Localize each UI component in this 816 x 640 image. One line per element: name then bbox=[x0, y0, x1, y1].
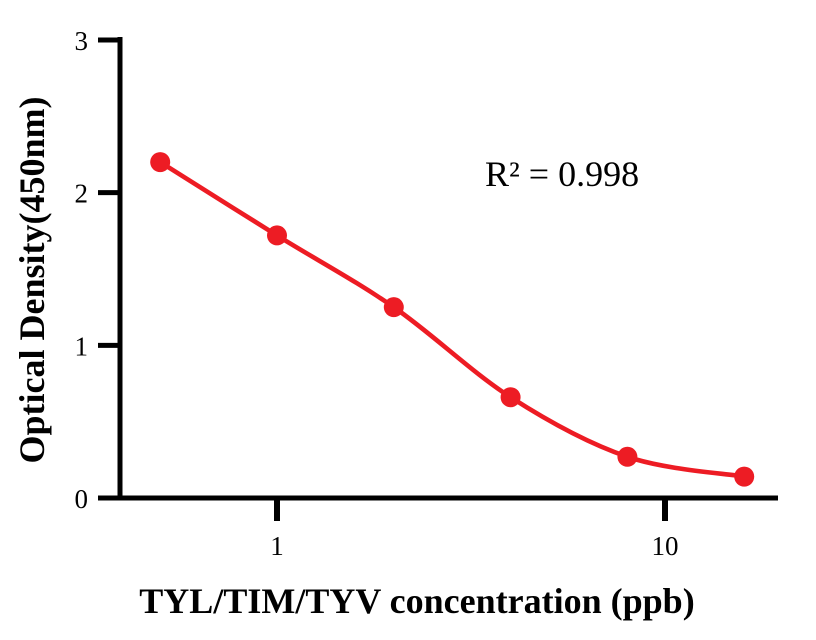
data-point bbox=[500, 387, 521, 408]
data-point bbox=[150, 152, 171, 173]
y-tick-label: 0 bbox=[75, 484, 89, 514]
axes bbox=[98, 37, 778, 501]
series-group bbox=[150, 152, 755, 487]
data-point bbox=[734, 466, 755, 487]
y-tick-label: 1 bbox=[75, 331, 89, 361]
data-point bbox=[383, 297, 404, 318]
data-point bbox=[267, 225, 287, 246]
y-axis-label: Optical Density(450nm) bbox=[12, 97, 52, 464]
x-tick-label: 1 bbox=[270, 531, 284, 561]
data-point bbox=[617, 446, 638, 467]
y-tick-label: 3 bbox=[75, 26, 89, 56]
tick-group: 0 1 2 3 1 10 bbox=[75, 26, 679, 561]
x-axis-label: TYL/TIM/TYV concentration (ppb) bbox=[139, 581, 694, 621]
x-tick-label: 10 bbox=[652, 531, 679, 561]
r-squared-annotation: R² = 0.998 bbox=[485, 154, 639, 194]
fit-curve bbox=[157, 159, 747, 479]
y-tick-label: 2 bbox=[75, 179, 89, 209]
